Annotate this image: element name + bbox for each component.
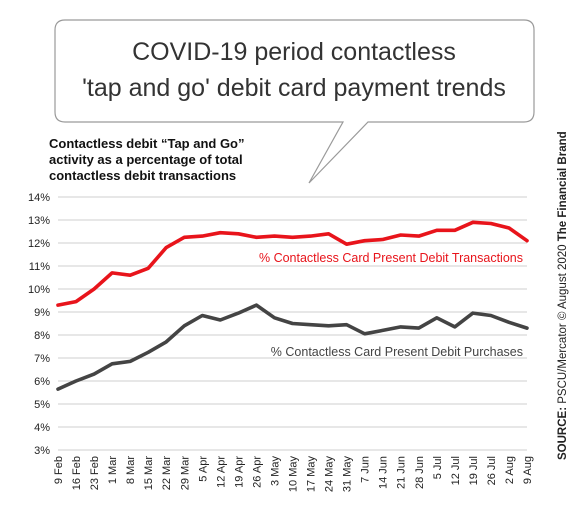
- x-tick-label: 8 Mar: [125, 456, 137, 484]
- chart-subtitle-line-2: activity as a percentage of total: [49, 152, 243, 167]
- x-tick-label: 21 Jun: [396, 456, 408, 489]
- x-tick-label: 23 Feb: [89, 456, 101, 490]
- y-tick-label: 4%: [34, 422, 50, 434]
- y-tick-label: 5%: [34, 399, 50, 411]
- x-tick-label: 26 Apr: [251, 456, 263, 488]
- x-tick-label: 26 Jul: [486, 456, 498, 485]
- x-tick-label: 2 Aug: [504, 456, 516, 484]
- x-tick-label: 10 May: [288, 456, 300, 493]
- y-axis-ticks: 3% 4% 5% 6% 7% 8% 9% 10% 11% 12% 13% 14%: [28, 192, 50, 457]
- x-tick-label: 1 Mar: [107, 456, 119, 484]
- x-tick-label: 15 Mar: [143, 456, 155, 491]
- y-tick-label: 14%: [28, 192, 50, 204]
- source-text: PSCU/Mercator © August 2020: [557, 241, 569, 407]
- x-tick-label: 14 Jun: [378, 456, 390, 489]
- series-label-transactions: % Contactless Card Present Debit Transac…: [259, 251, 523, 265]
- x-tick-label: 19 Apr: [233, 456, 245, 488]
- y-tick-label: 6%: [34, 376, 50, 388]
- x-tick-label: 12 Apr: [215, 456, 227, 488]
- series-label-purchases: % Contactless Card Present Debit Purchas…: [271, 345, 523, 359]
- x-tick-label: 9 Feb: [53, 456, 65, 484]
- x-tick-label: 9 Aug: [522, 456, 534, 484]
- x-tick-label: 29 Mar: [179, 456, 191, 491]
- x-axis-ticks: 9 Feb 16 Feb 23 Feb 1 Mar 8 Mar 15 Mar 22 Mar 2…: [53, 456, 534, 493]
- series-lines: [56, 220, 529, 391]
- x-tick-label: 5 Jul: [432, 456, 444, 479]
- series-labels: % Contactless Card Present Debit Transac…: [259, 251, 523, 359]
- gridlines: [58, 196, 527, 451]
- series-line-transactions: [56, 220, 529, 307]
- source-label: SOURCE:: [557, 407, 569, 460]
- series-line-purchases: [56, 303, 529, 391]
- y-tick-label: 7%: [34, 353, 50, 365]
- y-tick-label: 8%: [34, 330, 50, 342]
- source-brand: The Financial Brand: [557, 131, 569, 241]
- source-credit: SOURCE: PSCU/Mercator © August 2020 The …: [557, 131, 569, 460]
- title-speech-bubble: [54, 19, 535, 184]
- y-tick-label: 12%: [28, 238, 50, 250]
- chart-subtitle-line-1: Contactless debit “Tap and Go”: [49, 136, 245, 151]
- x-tick-label: 5 Apr: [197, 456, 209, 482]
- x-tick-label: 16 Feb: [71, 456, 83, 490]
- x-tick-label: 24 May: [324, 456, 336, 493]
- y-tick-label: 3%: [34, 445, 50, 457]
- y-tick-label: 10%: [28, 284, 50, 296]
- y-tick-label: 13%: [28, 215, 50, 227]
- x-tick-label: 19 Jul: [468, 456, 480, 485]
- x-tick-label: 28 Jun: [414, 456, 426, 489]
- x-tick-label: 22 Mar: [161, 456, 173, 491]
- y-tick-label: 11%: [29, 261, 50, 273]
- chart-title-line-1: COVID-19 period contactless: [132, 38, 456, 66]
- x-tick-label: 7 Jun: [360, 456, 372, 483]
- x-tick-label: 17 May: [306, 456, 318, 493]
- x-tick-label: 31 May: [342, 456, 354, 493]
- y-tick-label: 9%: [34, 307, 50, 319]
- chart-subtitle-line-3: contactless debit transactions: [49, 168, 236, 183]
- x-tick-label: 12 Jul: [450, 456, 462, 485]
- x-tick-label: 3 May: [269, 456, 281, 486]
- chart-title-line-2: 'tap and go' debit card payment trends: [82, 74, 506, 102]
